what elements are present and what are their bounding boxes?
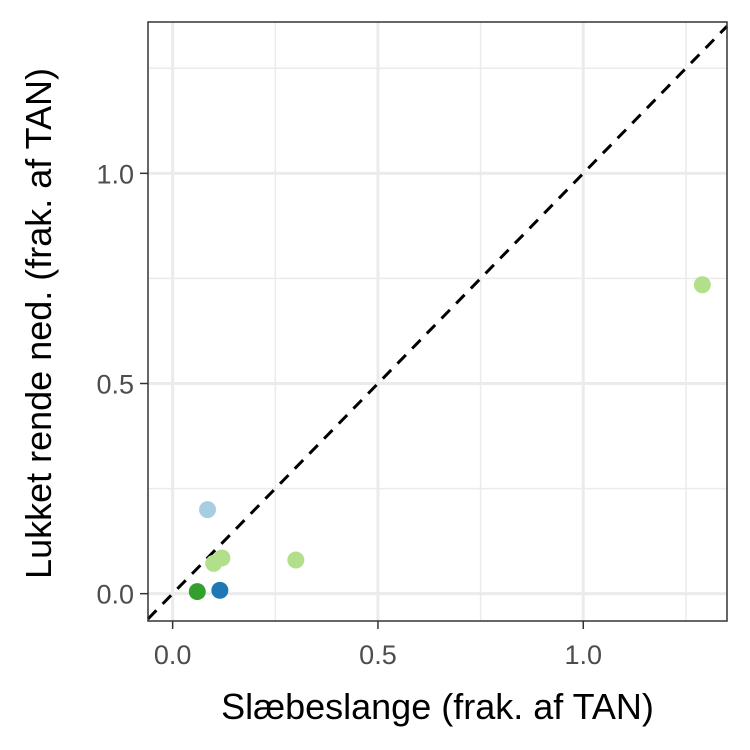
- data-point: [287, 551, 305, 569]
- data-point: [205, 554, 223, 572]
- x-tick-label: 0.5: [359, 640, 397, 670]
- axis-ticks: [140, 172, 585, 629]
- x-axis-title: Slæbeslange (frak. af TAN): [221, 686, 654, 727]
- data-points: [188, 276, 711, 601]
- y-tick-label: 0.0: [96, 580, 134, 610]
- y-tick-labels: 0.0 0.5 1.0: [96, 159, 134, 609]
- x-tick-labels: 0.0 0.5 1.0: [154, 640, 602, 670]
- data-point: [188, 583, 206, 601]
- y-axis-title: Lukket rende ned. (frak. af TAN): [18, 68, 59, 579]
- minor-grid: [148, 22, 727, 621]
- y-tick-label: 1.0: [96, 159, 134, 189]
- data-point: [211, 581, 229, 599]
- data-point: [199, 501, 217, 519]
- panel-border: [147, 21, 728, 622]
- data-point: [693, 276, 711, 294]
- major-grid: [148, 22, 727, 621]
- x-tick-label: 1.0: [565, 640, 603, 670]
- x-tick-label: 0.0: [154, 640, 192, 670]
- y-tick-label: 0.5: [96, 370, 134, 400]
